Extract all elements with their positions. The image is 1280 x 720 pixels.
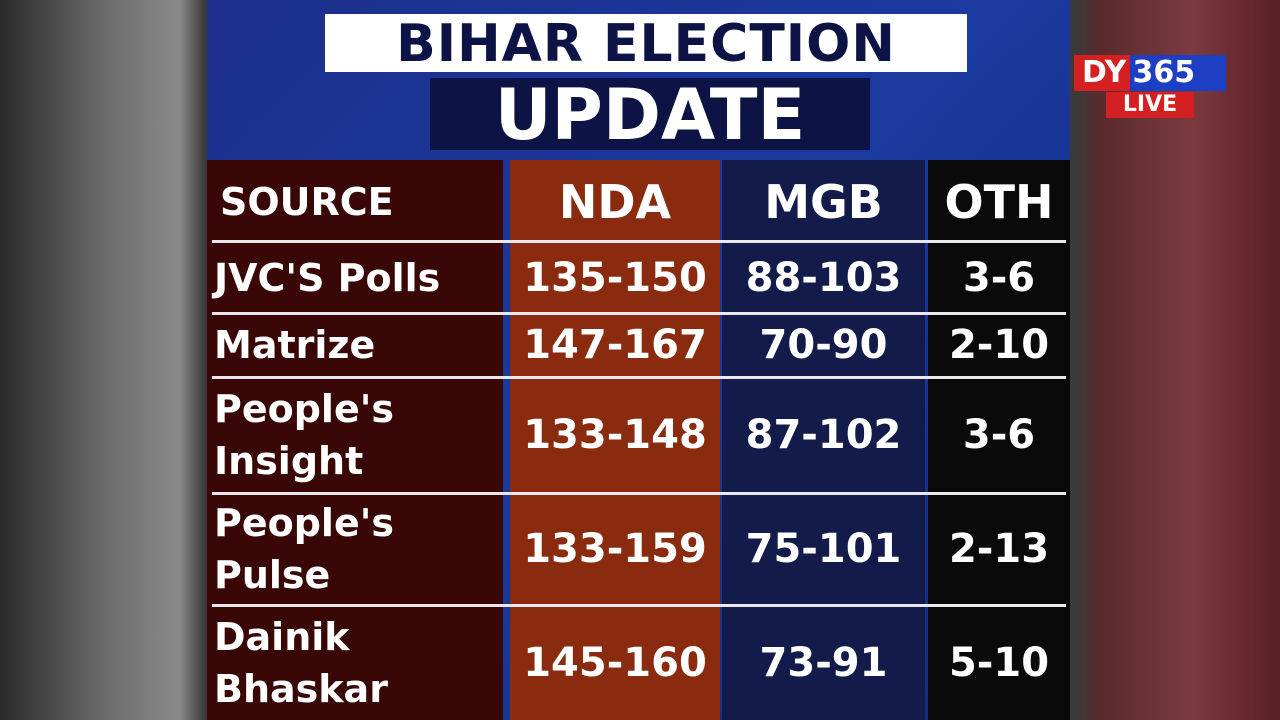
mgb-column <box>722 160 925 720</box>
row-source: People's Insight <box>214 387 394 483</box>
header-nda: NDA <box>558 175 672 229</box>
row-nda: 133-159 <box>523 526 707 572</box>
divider <box>212 240 1066 243</box>
row-nda: 133-148 <box>523 412 707 458</box>
header-mgb: MGB <box>764 175 883 229</box>
row-source: People's Pulse <box>214 501 394 597</box>
title-line1: BIHAR ELECTION <box>325 14 967 74</box>
row-oth: 3-6 <box>962 412 1036 458</box>
channel-logo: DY 365 <box>1074 55 1226 91</box>
row-mgb: 73-91 <box>759 640 888 686</box>
row-source: Dainik Bhaskar <box>214 615 388 711</box>
header-oth: OTH <box>944 175 1054 229</box>
nda-column <box>510 160 720 720</box>
row-mgb: 70-90 <box>759 322 888 368</box>
divider <box>212 492 1066 495</box>
row-oth: 3-6 <box>962 254 1036 301</box>
divider <box>212 312 1066 315</box>
row-mgb: 88-103 <box>745 254 902 301</box>
divider <box>212 604 1066 607</box>
title-line2: UPDATE <box>430 78 870 152</box>
header-source: SOURCE <box>220 180 394 224</box>
row-source: Matrize <box>214 323 376 367</box>
row-oth: 5-10 <box>948 640 1050 686</box>
row-nda: 135-150 <box>523 254 707 301</box>
row-nda: 145-160 <box>523 640 707 686</box>
oth-column <box>928 160 1070 720</box>
live-badge: LIVE <box>1106 92 1194 118</box>
row-oth: 2-10 <box>948 322 1050 368</box>
row-mgb: 75-101 <box>745 526 902 572</box>
source-column <box>207 160 503 720</box>
row-nda: 147-167 <box>523 322 707 368</box>
row-oth: 2-13 <box>948 526 1050 572</box>
row-source: JVC'S Polls <box>214 255 441 300</box>
logo-part2: 365 <box>1130 55 1226 91</box>
divider <box>212 376 1066 379</box>
row-mgb: 87-102 <box>745 412 902 458</box>
logo-part1: DY <box>1074 55 1131 91</box>
